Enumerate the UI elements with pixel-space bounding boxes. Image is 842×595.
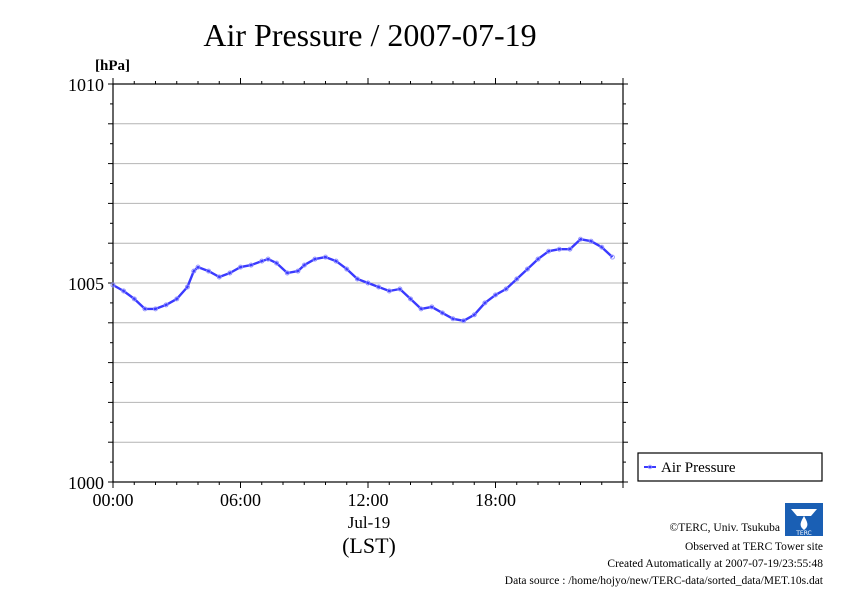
data-point-29	[397, 286, 403, 292]
legend-box	[637, 452, 823, 482]
data-point-7	[184, 284, 190, 290]
data-point-42	[535, 256, 541, 262]
x-tick-label-1200: 12:00	[347, 490, 388, 510]
data-point-41	[524, 266, 530, 272]
data-point-12	[227, 270, 233, 276]
data-point-35	[461, 318, 467, 324]
data-point-25	[354, 276, 360, 282]
y-tick-label-1005: 1005	[68, 274, 104, 294]
y-axis-unit: [hPa]	[95, 58, 130, 74]
terc-logo: TERC	[785, 503, 823, 537]
data-point-24	[344, 266, 350, 272]
data-point-2	[131, 296, 137, 302]
credit-copyright: ©TERC, Univ. Tsukuba	[670, 522, 780, 534]
data-point-44	[556, 246, 562, 252]
data-point-1	[121, 288, 127, 294]
data-point-48	[599, 244, 605, 250]
data-point-15	[259, 258, 265, 264]
legend: Air Pressure	[637, 452, 823, 482]
data-point-40	[514, 276, 520, 282]
data-point-20	[301, 262, 307, 268]
legend-marker-swatch	[647, 464, 653, 470]
credit-observed: Observed at TERC Tower site	[685, 541, 823, 553]
data-point-39	[503, 286, 509, 292]
water-drop-icon	[800, 516, 808, 530]
x-tick-label-1800: 18:00	[475, 490, 516, 510]
data-point-26	[365, 280, 371, 286]
chart-title: Air Pressure / 2007-07-19	[203, 17, 536, 53]
data-point-49	[609, 254, 615, 260]
data-point-17	[274, 260, 280, 266]
data-point-19	[295, 268, 301, 274]
data-point-45	[567, 246, 573, 252]
data-point-8	[191, 268, 197, 274]
x-date-label: Jul-19	[348, 513, 391, 532]
series-line-air-pressure	[112, 238, 614, 322]
data-point-13	[238, 264, 243, 270]
data-point-18	[284, 270, 290, 276]
data-point-34	[450, 316, 456, 322]
data-point-43	[546, 248, 552, 254]
logo-tower-shape	[791, 509, 817, 516]
data-point-0	[110, 282, 116, 288]
logo-text: TERC	[795, 530, 812, 537]
y-tick-label-1010: 1010	[68, 75, 104, 95]
legend-label: Air Pressure	[661, 460, 736, 476]
x-tick-label-0000: 00:00	[92, 490, 133, 510]
data-point-33	[439, 310, 445, 316]
data-point-6	[174, 296, 180, 302]
data-point-3	[142, 306, 148, 312]
data-point-11	[216, 274, 222, 280]
data-point-22	[323, 254, 328, 260]
data-point-16	[265, 256, 271, 262]
data-point-27	[376, 284, 382, 290]
data-point-28	[386, 288, 392, 294]
data-point-4	[153, 306, 158, 312]
data-point-14	[248, 262, 254, 268]
credit-created: Created Automatically at 2007-07-19/23:5…	[607, 558, 823, 570]
data-point-9	[195, 264, 201, 270]
data-point-32	[429, 304, 435, 310]
data-point-47	[588, 238, 594, 244]
data-point-46	[578, 236, 583, 242]
x-tick-label-0600: 06:00	[220, 490, 261, 510]
data-point-36	[471, 312, 477, 318]
data-point-31	[418, 306, 424, 312]
data-point-23	[333, 258, 339, 264]
y-tick-label-1000: 1000	[68, 473, 104, 493]
series-air-pressure	[110, 236, 615, 324]
data-point-30	[408, 296, 413, 302]
axis-ticks	[108, 78, 628, 488]
data-point-5	[163, 302, 169, 308]
credit-source: Data source : /home/hojyo/new/TERC-data/…	[505, 575, 824, 587]
x-axis-timezone: (LST)	[342, 533, 396, 558]
data-point-21	[312, 256, 318, 262]
data-point-38	[493, 292, 498, 298]
data-point-10	[206, 268, 212, 274]
data-point-37	[482, 300, 488, 306]
